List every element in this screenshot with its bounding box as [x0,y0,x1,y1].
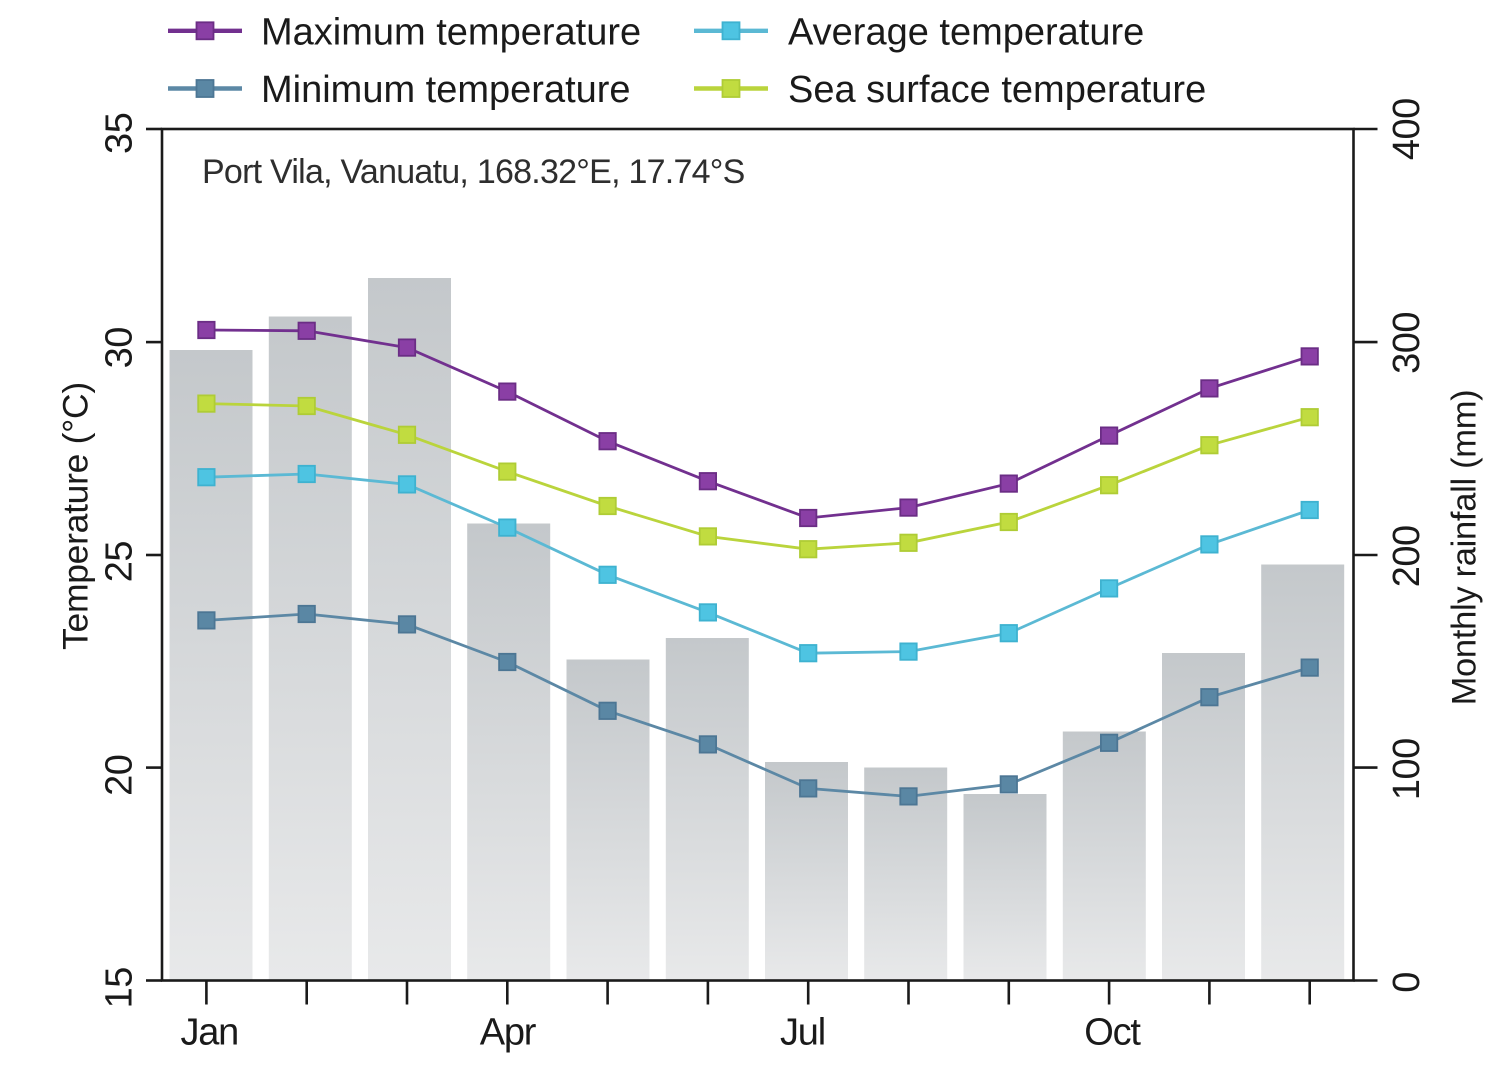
svg-text:Sea surface temperature: Sea surface temperature [788,69,1206,111]
svg-text:Average temperature: Average temperature [788,12,1144,54]
svg-text:400: 400 [1386,98,1428,160]
svg-text:300: 300 [1386,312,1428,374]
svg-text:Minimum temperature: Minimum temperature [261,69,631,111]
svg-text:15: 15 [99,967,141,1008]
svg-text:Apr: Apr [480,1012,537,1054]
svg-text:100: 100 [1386,738,1428,800]
svg-text:25: 25 [99,541,141,582]
svg-text:20: 20 [99,755,141,796]
svg-text:200: 200 [1386,525,1428,587]
svg-text:Oct: Oct [1084,1012,1141,1054]
svg-text:0: 0 [1386,972,1428,993]
svg-text:35: 35 [99,113,141,154]
svg-text:Monthly rainfall (mm): Monthly rainfall (mm) [1446,390,1484,706]
svg-text:Maximum temperature: Maximum temperature [261,12,641,54]
svg-text:Port Vila, Vanuatu, 168.32°E,: Port Vila, Vanuatu, 168.32°E, 17.74°S [202,153,745,191]
svg-text:Jul: Jul [780,1012,825,1054]
svg-text:30: 30 [99,327,141,368]
svg-text:Jan: Jan [180,1012,238,1054]
svg-text:Temperature (°C): Temperature (°C) [56,382,96,650]
